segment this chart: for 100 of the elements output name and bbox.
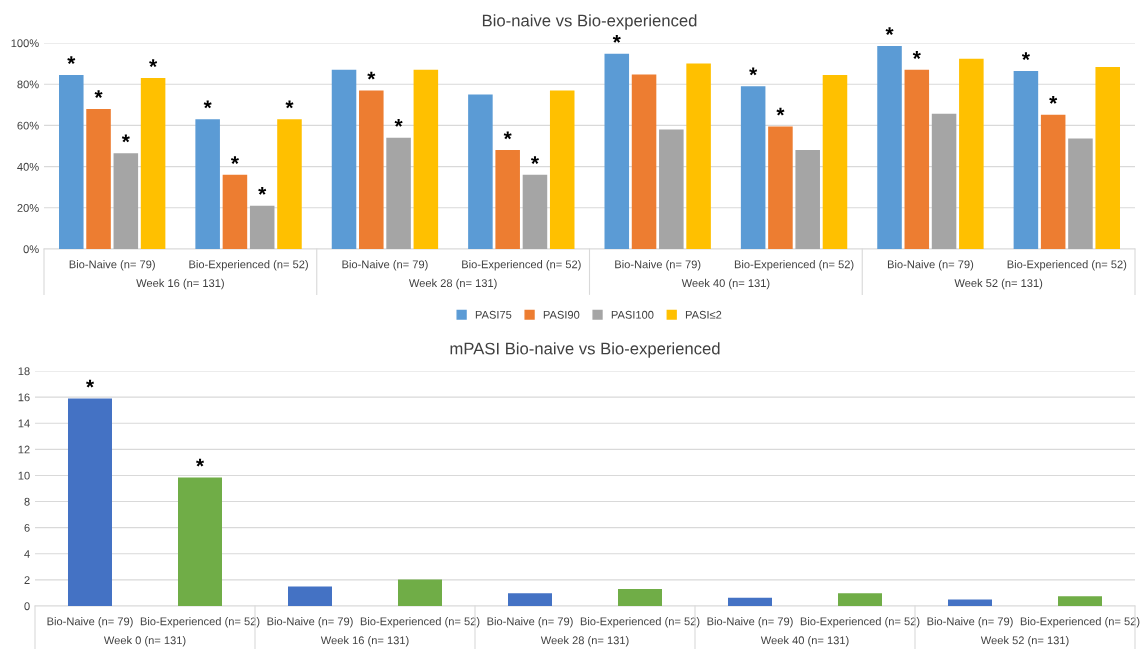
bar bbox=[195, 119, 220, 249]
legend-label: PASI75 bbox=[475, 310, 512, 319]
bar bbox=[86, 108, 111, 249]
y-tick-label: 10 bbox=[18, 471, 30, 480]
bar bbox=[740, 86, 766, 249]
data-label: * bbox=[203, 100, 212, 109]
text: Week 28 (n= 131) bbox=[408, 278, 497, 290]
y-tick-label: 20% bbox=[17, 204, 39, 212]
bar bbox=[249, 205, 275, 249]
bar bbox=[178, 477, 222, 606]
data-label: * bbox=[530, 156, 539, 164]
bar bbox=[331, 69, 357, 249]
data-label: * bbox=[1049, 96, 1058, 104]
y-tick-label: 40% bbox=[17, 162, 39, 171]
bar bbox=[522, 174, 548, 249]
data-label: * bbox=[503, 131, 512, 140]
x-tick-label: Bio-Naive (n= 79) bbox=[707, 617, 793, 628]
data-label: * bbox=[612, 35, 621, 43]
y-tick-label: 18 bbox=[18, 367, 30, 376]
y-tick-label: 4 bbox=[24, 550, 30, 558]
bar bbox=[398, 579, 442, 606]
bar bbox=[508, 593, 552, 606]
data-label: * bbox=[776, 107, 785, 116]
data-label: * bbox=[121, 134, 130, 143]
bar bbox=[618, 589, 662, 606]
chart-title: mPASI Bio-naive vs Bio-experienced bbox=[450, 342, 720, 358]
x-tick-label: Bio-Experienced (n= 52) bbox=[140, 617, 260, 628]
y-tick-label: 100% bbox=[11, 39, 39, 48]
data-label: * bbox=[230, 156, 239, 164]
x-tick-label: Bio-Experienced (n= 52) bbox=[189, 260, 308, 271]
bar bbox=[288, 586, 332, 606]
x-tick-label: Bio-Naive (n= 79) bbox=[887, 260, 974, 271]
bar bbox=[822, 74, 848, 249]
bar bbox=[795, 150, 820, 249]
text: Week 52 (n= 131) bbox=[954, 278, 1043, 290]
data-label: * bbox=[1021, 52, 1030, 61]
bar bbox=[1013, 71, 1039, 249]
bar bbox=[1058, 596, 1102, 606]
bar bbox=[1040, 114, 1066, 249]
bar bbox=[728, 597, 772, 606]
y-tick-label: 12 bbox=[18, 445, 30, 454]
x-tick-label: Bio-Experienced (n= 52) bbox=[800, 617, 920, 628]
data-label: * bbox=[94, 90, 103, 99]
x-tick-label: Bio-Experienced (n= 52) bbox=[1007, 260, 1127, 271]
text: Week 52 (n= 131) bbox=[980, 636, 1069, 647]
text: Week 40 (n= 131) bbox=[760, 636, 849, 647]
x-tick-label: Bio-Naive (n= 79) bbox=[615, 260, 701, 271]
bar bbox=[468, 94, 493, 249]
bar bbox=[359, 90, 384, 249]
bar bbox=[495, 150, 520, 249]
data-label: * bbox=[285, 100, 294, 109]
legend-label: PASI100 bbox=[611, 310, 654, 319]
text: Week 16 (n= 131) bbox=[136, 278, 224, 290]
bar bbox=[222, 174, 248, 249]
x-tick-label: Bio-Experienced (n= 52) bbox=[580, 617, 700, 628]
bar bbox=[604, 53, 630, 249]
bar bbox=[659, 129, 684, 249]
data-label: * bbox=[67, 56, 76, 65]
data-label: * bbox=[912, 51, 921, 59]
data-label: * bbox=[86, 379, 95, 388]
y-tick-label: 6 bbox=[24, 523, 30, 532]
bar bbox=[1068, 138, 1093, 249]
bar bbox=[686, 63, 711, 249]
x-tick-label: Bio-Naive (n= 79) bbox=[47, 617, 133, 628]
bar bbox=[904, 69, 930, 249]
x-tick-label: Bio-Experienced (n= 52) bbox=[1020, 617, 1140, 628]
x-tick-label: Bio-Experienced (n= 52) bbox=[734, 260, 854, 271]
bar bbox=[386, 137, 411, 249]
bar bbox=[768, 126, 793, 249]
bar bbox=[959, 58, 984, 249]
data-label: * bbox=[367, 71, 376, 80]
y-tick-label: 8 bbox=[24, 497, 30, 506]
bar bbox=[59, 74, 84, 249]
data-label: * bbox=[394, 119, 403, 127]
y-tick-label: 0% bbox=[23, 245, 39, 254]
chart-title: Bio-naive vs Bio-experienced bbox=[482, 14, 697, 30]
x-tick-label: Bio-Experienced (n= 52) bbox=[462, 260, 581, 271]
text: Week 28 (n= 131) bbox=[540, 636, 629, 647]
y-tick-label: 60% bbox=[17, 121, 39, 130]
legend-label: PASI90 bbox=[543, 310, 580, 319]
text: Week 16 (n= 131) bbox=[320, 636, 409, 647]
legend-label: PASI≤2 bbox=[685, 310, 722, 319]
x-tick-label: Bio-Naive (n= 79) bbox=[927, 617, 1013, 628]
bar bbox=[413, 69, 439, 249]
data-label: * bbox=[749, 67, 758, 76]
y-tick-label: 0 bbox=[24, 602, 30, 611]
bar bbox=[1095, 66, 1120, 249]
text: Week 0 (n= 131) bbox=[103, 636, 186, 647]
y-tick-label: 14 bbox=[18, 419, 30, 428]
bar bbox=[948, 599, 992, 606]
bar bbox=[931, 113, 957, 249]
data-label: * bbox=[149, 59, 158, 68]
bar bbox=[838, 593, 882, 606]
x-tick-label: Bio-Experienced (n= 52) bbox=[360, 617, 480, 628]
bar bbox=[140, 78, 166, 249]
data-label: * bbox=[885, 27, 894, 35]
bar bbox=[877, 45, 902, 249]
bar bbox=[549, 90, 575, 249]
data-label: * bbox=[196, 458, 205, 467]
data-label: * bbox=[258, 187, 267, 195]
